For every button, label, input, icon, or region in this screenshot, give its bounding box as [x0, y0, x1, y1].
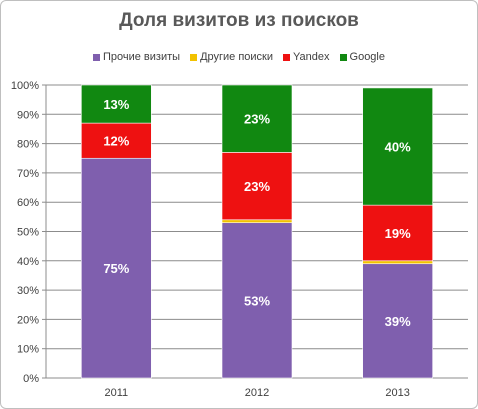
legend-swatch-other-visits: [92, 53, 100, 61]
y-tick-label: 10%: [17, 344, 39, 356]
legend-label-other-visits: Прочие визиты: [102, 51, 181, 63]
bar-segment-yandex-2011: [81, 122, 152, 159]
x-tick-label: 2012: [245, 387, 269, 399]
y-tick-label: 80%: [17, 139, 39, 151]
data-label-other-visits-2011: 75%: [103, 261, 129, 276]
y-tick-label: 90%: [17, 109, 39, 121]
bar-segment-google-2013: [362, 87, 433, 206]
data-label-google-2012: 23%: [244, 112, 270, 127]
x-tick-label: 2011: [105, 387, 129, 399]
y-tick-label: 20%: [17, 314, 39, 326]
legend-label-other-search: Другие поиски: [200, 51, 274, 63]
legend-item-other-search: Другие поиски: [190, 51, 273, 63]
legend-label-google: Google: [349, 51, 385, 63]
y-tick-label: 30%: [17, 285, 39, 297]
legend-item-yandex: Yandex: [283, 51, 330, 63]
data-label-yandex-2012: 23%: [244, 179, 270, 194]
y-tick-label: 50%: [17, 227, 39, 239]
y-tick-label: 70%: [17, 168, 39, 180]
legend-swatch-other-search: [190, 53, 198, 61]
legend-swatch-yandex: [283, 53, 291, 61]
legend-item-google: Google: [339, 51, 385, 63]
chart-title: Доля визитов из поисков: [119, 10, 359, 31]
legend-item-other-visits: Прочие визиты: [92, 51, 181, 63]
data-label-yandex-2011: 12%: [103, 134, 129, 149]
y-tick-label: 40%: [17, 256, 39, 268]
data-label-google-2011: 13%: [103, 97, 129, 112]
y-tick-label: 60%: [17, 197, 39, 209]
bar-segment-other-visits-2013: [362, 263, 433, 379]
data-label-google-2013: 40%: [385, 140, 411, 155]
bar-segment-other-visits-2011: [81, 157, 152, 379]
legend-label-yandex: Yandex: [293, 51, 330, 63]
bar-segment-google-2012: [221, 84, 293, 153]
data-label-other-visits-2012: 53%: [244, 293, 270, 308]
bar-segment-other-visits-2012: [221, 222, 293, 379]
bar-segment-yandex-2012: [221, 152, 293, 221]
legend-swatch-google: [339, 53, 347, 61]
y-tick-label: 100%: [11, 80, 39, 92]
bar-segment-google-2011: [81, 84, 152, 124]
bar-segment-other-search-2012: [221, 219, 293, 224]
data-label-other-visits-2013: 39%: [385, 314, 411, 329]
bar-segment-other-search-2013: [362, 260, 433, 265]
y-tick-label: 0%: [23, 373, 39, 385]
data-label-yandex-2013: 19%: [385, 226, 411, 241]
chart-legend: Прочие визиты Другие поиски Yandex Googl…: [0, 51, 478, 63]
x-tick-label: 2013: [385, 387, 409, 399]
